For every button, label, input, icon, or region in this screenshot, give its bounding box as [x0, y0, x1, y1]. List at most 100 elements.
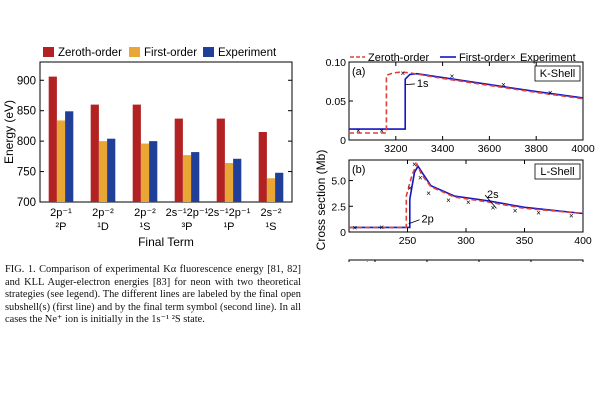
legend-label: Experiment [218, 47, 277, 59]
y-tick-label: 850 [17, 106, 36, 118]
shell-label-box [534, 65, 581, 82]
annotation-label: 2s [487, 189, 499, 201]
annotation-pointer [484, 194, 497, 209]
experiment-marker: × [501, 81, 506, 90]
experiment-marker: × [412, 160, 417, 169]
bar-first-order [266, 178, 276, 202]
experiment-marker: × [513, 206, 518, 215]
shell-label-box [534, 163, 581, 180]
category-label-line2: ¹S [140, 221, 151, 233]
first-order-curve [349, 72, 584, 130]
x-tick-label: 400 [574, 235, 592, 247]
legend-label: Experiment [520, 52, 576, 64]
legend-label: First-order [459, 52, 510, 64]
legend-label: Zeroth-order [58, 47, 122, 59]
category-label-line1: 2s⁻¹2p⁻¹ [166, 207, 209, 219]
bar-zeroth-order [174, 118, 183, 202]
legend-swatch [203, 47, 214, 57]
category-label-line2: ¹D [97, 221, 109, 233]
experiment-marker: × [400, 69, 405, 78]
x-tick-label: 3200 [384, 143, 408, 155]
x-tick-label: 300 [457, 235, 475, 247]
panel-tag: (a) [352, 66, 365, 78]
panel-k-shell: 3200 3400 3600 3800 4000 0 0.05 0.10 × × × × × × 1s (a)… [326, 57, 595, 155]
category-label-line2: ¹S [266, 221, 277, 233]
shell-label: K-Shell [540, 68, 575, 80]
experiment-marker: × [446, 196, 451, 205]
experiment-marker: × [379, 127, 384, 136]
bar-zeroth-order [258, 132, 267, 202]
y-tick-label: 800 [17, 136, 36, 148]
annotation-pointer [408, 219, 420, 225]
category-label-line1: 2p⁻² [134, 207, 156, 219]
category-label-line2: ²P [56, 221, 67, 233]
x-tick-label: 3600 [478, 143, 502, 155]
zeroth-order-curve [349, 71, 584, 134]
bar-first-order [56, 120, 66, 202]
bar-zeroth-order [48, 76, 57, 202]
experiment-marker: × [356, 127, 361, 136]
legend-swatch [129, 47, 140, 57]
x-tick-label: 250 [399, 235, 417, 247]
annotation-label: 2p [422, 214, 434, 226]
category-label-line2: ¹P [224, 221, 235, 233]
bar-experiment [107, 138, 116, 202]
y-axis-label: Energy (eV) [2, 100, 16, 164]
experiment-marker: × [353, 223, 358, 232]
figure-canvas: 700 750 800 850 900 Energy (eV) 2p⁻¹ ²P 2p⁻² ¹D 2p… [2, 47, 595, 262]
bar-zeroth-order [132, 104, 141, 202]
plot-frame [39, 61, 293, 203]
x-axis-label: Final Term [138, 235, 194, 249]
bar-first-order [98, 141, 108, 202]
legend-label: First-order [144, 47, 197, 59]
experiment-marker: × [569, 212, 574, 221]
y-tick-label: 750 [17, 167, 36, 179]
bar-experiment [65, 111, 74, 202]
experiment-marker: × [491, 203, 496, 212]
bar-zeroth-order [216, 118, 225, 202]
category-label-line1: 2s⁻¹2p⁻¹ [208, 207, 251, 219]
experiment-marker: × [450, 72, 455, 81]
bar-experiment [191, 152, 200, 202]
legend-marker: × [510, 52, 515, 62]
category-label-line2: ³P [182, 221, 193, 233]
y-tick-label: 0.05 [326, 96, 347, 108]
experiment-marker: × [408, 184, 413, 193]
y-tick-label: 2.5 [331, 201, 346, 213]
experiment-marker: × [466, 198, 471, 207]
experiment-marker: × [426, 189, 431, 198]
bar-experiment [149, 141, 158, 202]
bar-zeroth-order [90, 104, 99, 202]
y-tick-label: 0 [340, 135, 346, 147]
category-label-line1: 2p⁻² [92, 207, 114, 219]
figure-caption: FIG. 1. Comparison of experimental Kα fl… [5, 264, 301, 326]
panel-frame [348, 259, 584, 262]
experiment-marker: × [536, 208, 541, 217]
bar-experiment [233, 158, 242, 202]
annotation-label: 1s [417, 78, 429, 90]
y-tick-label: 0.10 [326, 57, 347, 69]
y-axis-label: Cross section (Mb) [314, 150, 328, 251]
annotation-pointer [405, 83, 415, 86]
y-tick-label: 0 [340, 227, 346, 239]
bar-chart: 700 750 800 850 900 Energy (eV) 2p⁻¹ ²P 2p⁻² ¹D 2p… [2, 47, 293, 249]
y-tick-label: 5.0 [331, 176, 346, 188]
y-tick-label: 700 [17, 197, 36, 209]
x-tick-label: 3400 [431, 143, 455, 155]
x-tick-label: 3800 [525, 143, 549, 155]
legend-swatch [43, 47, 54, 57]
shell-label: L-Shell [540, 166, 574, 178]
bar-first-order [224, 163, 234, 202]
experiment-marker: × [379, 223, 384, 232]
panel-m-shell: 20406080100××××××××××××××3p3s(c)M-Shell [348, 259, 584, 262]
bar-first-order [140, 143, 150, 202]
experiment-marker: × [418, 173, 423, 182]
x-tick-label: 350 [516, 235, 534, 247]
cross-section-chart: Zeroth-order First-order × ExperimentCross … [314, 52, 595, 262]
category-label-line1: 2s⁻² [260, 207, 281, 219]
bar-experiment [275, 172, 284, 202]
legend-label: Zeroth-order [368, 52, 429, 64]
category-label-line1: 2p⁻¹ [50, 207, 72, 219]
first-order-curve [349, 164, 584, 229]
